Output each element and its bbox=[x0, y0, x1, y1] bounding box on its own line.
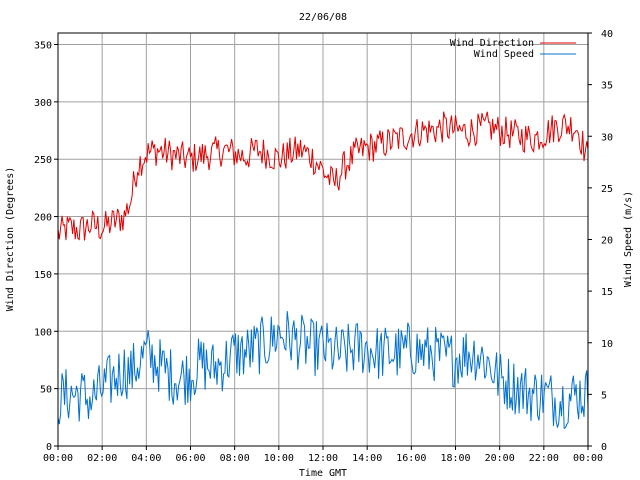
y-left-tick-label: 350 bbox=[34, 40, 52, 51]
series-line-wind-speed bbox=[57, 311, 589, 430]
x-tick-label: 18:00 bbox=[440, 453, 470, 464]
y-left-tick-label: 250 bbox=[34, 155, 52, 166]
y-axis-right-label: Wind Speed (m/s) bbox=[623, 191, 634, 287]
y-right-tick-label: 5 bbox=[601, 390, 607, 401]
tick-labels: 00:00 02:00 04:00 06:00 08:00 10:00 12:00 14:00… bbox=[34, 29, 613, 464]
x-tick-label: 04:00 bbox=[131, 453, 161, 464]
legend-label-wind-direction: Wind Direction bbox=[450, 38, 534, 49]
y-right-tick-label: 35 bbox=[601, 81, 613, 92]
y-right-tick-label: 20 bbox=[601, 236, 613, 247]
y-right-tick-label: 40 bbox=[601, 29, 613, 40]
y-right-tick-label: 0 bbox=[601, 442, 607, 453]
x-tick-label: 16:00 bbox=[396, 453, 426, 464]
series-layer bbox=[57, 111, 589, 430]
x-axis-label: Time GMT bbox=[299, 468, 347, 479]
x-tick-label: 08:00 bbox=[220, 453, 250, 464]
y-left-tick-label: 50 bbox=[40, 385, 52, 396]
x-tick-label: 14:00 bbox=[352, 453, 382, 464]
y-left-tick-label: 200 bbox=[34, 213, 52, 224]
legend: Wind Direction Wind Speed bbox=[450, 38, 576, 60]
chart-title: 22/06/08 bbox=[299, 12, 347, 23]
x-tick-label: 00:00 bbox=[43, 453, 73, 464]
y-left-tick-label: 300 bbox=[34, 98, 52, 109]
y-left-tick-label: 100 bbox=[34, 327, 52, 338]
x-tick-label: 20:00 bbox=[485, 453, 515, 464]
y-right-tick-label: 25 bbox=[601, 184, 613, 195]
x-tick-label: 12:00 bbox=[308, 453, 338, 464]
x-tick-label: 06:00 bbox=[175, 453, 205, 464]
y-right-tick-label: 30 bbox=[601, 132, 613, 143]
y-right-tick-label: 15 bbox=[601, 287, 613, 298]
y-right-tick-label: 10 bbox=[601, 339, 613, 350]
legend-label-wind-speed: Wind Speed bbox=[474, 49, 534, 60]
x-tick-label: 02:00 bbox=[87, 453, 117, 464]
y-left-tick-label: 0 bbox=[46, 442, 52, 453]
x-tick-label: 22:00 bbox=[529, 453, 559, 464]
y-axis-left-label: Wind Direction (Degrees) bbox=[5, 167, 16, 312]
x-tick-label: 10:00 bbox=[264, 453, 294, 464]
x-tick-label: 00:00 bbox=[573, 453, 603, 464]
grid bbox=[58, 33, 588, 446]
series-line-wind-direction bbox=[57, 111, 589, 241]
y-left-tick-label: 150 bbox=[34, 270, 52, 281]
